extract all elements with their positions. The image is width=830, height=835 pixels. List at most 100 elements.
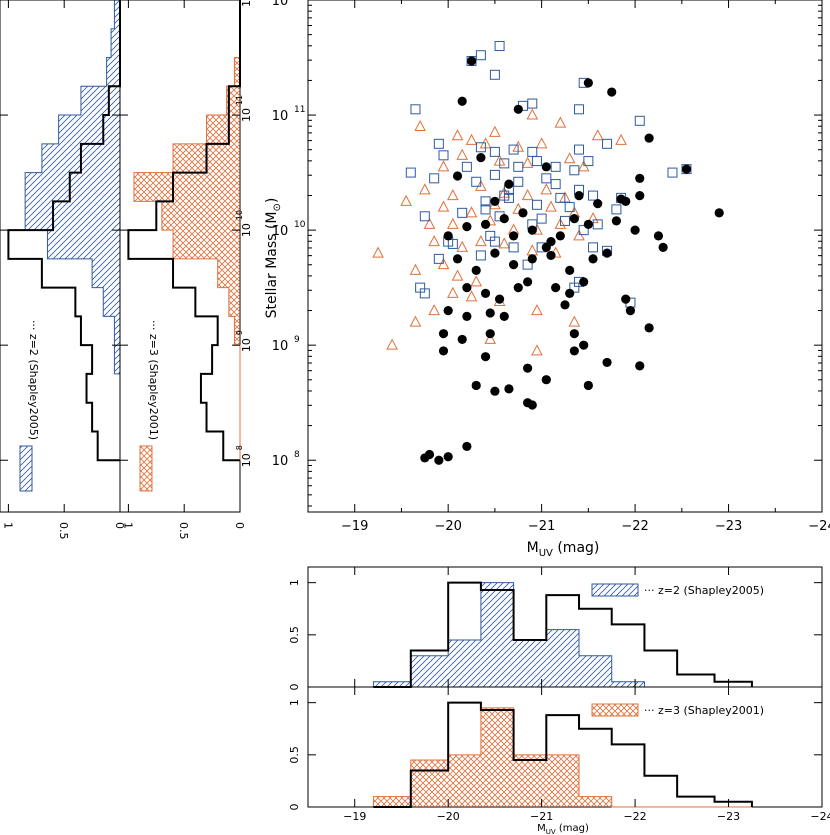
- data-point-filled-circle: [611, 216, 622, 226]
- data-point-filled-circle: [541, 242, 551, 252]
- data-point-filled-circle: [504, 384, 514, 394]
- data-point-open-triangle: [540, 183, 553, 195]
- data-point-open-square: [480, 196, 491, 207]
- hist-x-tick-label: 1: [121, 522, 134, 529]
- hist-bar: [114, 316, 120, 346]
- bottom-hist-z2-ticks: 00.51: [288, 567, 823, 691]
- data-point-open-square: [429, 173, 440, 184]
- hist-bar: [579, 655, 612, 687]
- main-x-tick-label: −24: [808, 519, 830, 534]
- hist-x-tick-label: 0: [233, 522, 246, 529]
- data-point-open-square: [634, 115, 645, 126]
- hist-x-tick-label: 0: [113, 522, 126, 529]
- left-y-tick-exponent: 9: [235, 330, 244, 335]
- data-point-open-triangle: [484, 214, 497, 226]
- bottom-hist-z2-bars: [372, 581, 753, 688]
- data-point-open-square: [550, 161, 561, 172]
- data-point-open-square: [541, 173, 552, 184]
- data-point-open-triangle: [428, 235, 440, 247]
- data-point-filled-circle: [551, 283, 561, 293]
- data-point-open-triangle: [456, 240, 469, 252]
- data-point-filled-circle: [625, 306, 636, 316]
- data-point-filled-circle: [602, 248, 612, 258]
- hist-filled-outline: [24, 0, 121, 461]
- data-point-filled-circle: [523, 277, 533, 287]
- data-point-open-triangle: [568, 315, 581, 327]
- data-point-open-triangle: [475, 179, 487, 191]
- data-point-filled-circle: [541, 162, 551, 172]
- data-point-filled-circle: [541, 375, 551, 385]
- data-point-open-square: [433, 253, 444, 264]
- left-y-tick-label: 10: [240, 338, 253, 352]
- data-point-open-square: [438, 150, 449, 161]
- hist-bar: [513, 640, 547, 687]
- main-x-tick-label: −21: [528, 519, 555, 534]
- hist-outline: [127, 0, 241, 462]
- data-point-filled-circle: [480, 352, 491, 362]
- left-hist-z3-legend-swatch: [139, 445, 153, 492]
- data-point-open-triangle: [423, 217, 436, 229]
- bottom-hist-z3-ticks: 0 0.5 1 −19 −20 −21 −22 −23 −24: [288, 687, 830, 823]
- data-point-filled-circle: [714, 208, 724, 218]
- data-point-open-square: [564, 202, 575, 213]
- bottom-x-axis-label: MUV (mag): [537, 823, 589, 835]
- data-point-filled-circle: [466, 56, 477, 66]
- data-point-filled-circle: [569, 214, 579, 224]
- data-point-filled-circle: [593, 199, 603, 209]
- data-point-open-square: [560, 215, 570, 226]
- left-hist-y-tick-labels: 108109101010111012: [235, 0, 253, 467]
- data-point-filled-circle: [462, 283, 472, 293]
- data-point-filled-circle: [462, 441, 472, 452]
- data-point-open-square: [550, 179, 561, 190]
- data-point-filled-circle: [499, 214, 509, 224]
- data-point-filled-circle: [462, 222, 472, 232]
- data-point-filled-circle: [513, 283, 523, 293]
- main-y-tick-exponent: 8: [294, 450, 300, 460]
- data-point-open-square: [588, 190, 599, 201]
- data-point-open-triangle: [484, 332, 497, 344]
- data-point-filled-circle: [443, 452, 453, 462]
- data-point-open-triangle: [447, 189, 459, 201]
- data-point-filled-circle: [588, 254, 598, 264]
- data-point-filled-circle: [443, 231, 453, 241]
- hist-bar: [448, 754, 481, 807]
- data-point-open-square: [611, 204, 622, 215]
- data-point-filled-circle: [565, 288, 575, 298]
- data-point-filled-circle: [621, 294, 631, 304]
- data-point-open-square: [494, 41, 505, 52]
- bottom-hist-z2-legend-swatch: [591, 583, 639, 597]
- data-point-filled-circle: [579, 340, 589, 350]
- data-point-filled-circle: [434, 455, 444, 465]
- data-point-filled-circle: [569, 329, 579, 339]
- hist-bar: [114, 345, 120, 374]
- data-point-open-triangle: [526, 108, 539, 120]
- left-y-tick-label: 10: [240, 0, 253, 7]
- data-point-open-triangle: [447, 286, 459, 298]
- hist-bar: [173, 230, 240, 259]
- data-point-filled-circle: [420, 453, 430, 463]
- hist-x-tick-label: 0.5: [177, 522, 190, 540]
- data-point-filled-circle: [499, 311, 509, 322]
- data-point-filled-circle: [635, 361, 645, 371]
- data-point-filled-circle: [653, 231, 664, 241]
- hist-x-tick-label: 1: [1, 522, 14, 529]
- data-point-filled-circle: [508, 231, 519, 241]
- data-point-open-square: [489, 236, 500, 247]
- hist-bar: [25, 172, 120, 202]
- data-point-open-triangle: [512, 202, 525, 214]
- data-point-open-square: [602, 138, 613, 149]
- hist-bar: [206, 115, 240, 144]
- hist-x-tick-label: −23: [717, 810, 740, 823]
- data-point-open-square: [527, 98, 538, 109]
- data-point-filled-circle: [457, 334, 467, 345]
- hist-bar: [234, 316, 240, 346]
- main-x-tick-label: −23: [715, 519, 742, 534]
- data-point-open-square: [574, 144, 585, 155]
- main-x-axis-label: MUV (mag): [527, 540, 600, 559]
- data-point-open-square: [489, 169, 500, 180]
- data-point-filled-circle: [452, 171, 463, 181]
- hist-bar: [546, 754, 580, 807]
- data-point-open-triangle: [591, 129, 604, 141]
- data-point-filled-circle: [583, 78, 593, 88]
